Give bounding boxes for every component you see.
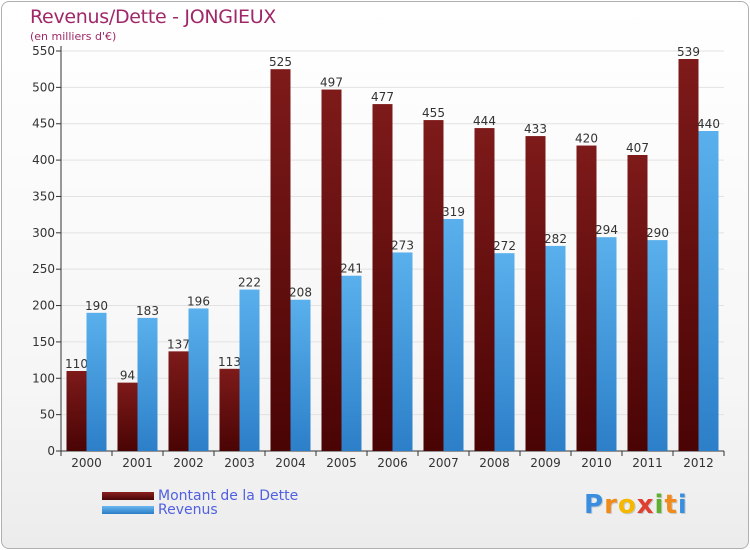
data-label: 539 [677,45,700,59]
bar-revenus [545,245,566,451]
x-tick-label: 2006 [377,456,408,470]
legend-item-revenus: Revenus [102,502,218,518]
data-label: 444 [473,114,496,128]
data-label: 407 [626,141,649,155]
x-tick-label: 2007 [428,456,459,470]
y-tick-label: 500 [32,80,55,94]
chart-title: Revenus/Dette - JONGIEUX [30,6,277,28]
data-label: 190 [85,299,108,313]
data-label: 290 [646,226,669,240]
legend-label-revenus: Revenus [158,502,218,518]
proxiti-logo: Proxiti [584,490,688,520]
y-tick-label: 300 [32,226,55,240]
bar-dette [270,69,291,451]
data-label: 420 [575,132,598,146]
bar-dette [321,89,342,451]
bar-dette [423,120,444,451]
data-label: 455 [422,106,445,120]
bar-revenus [188,308,209,451]
x-tick-label: 2005 [326,456,357,470]
y-tick-label: 150 [32,335,55,349]
logo-letter: r [604,490,618,520]
bar-revenus [647,240,668,451]
data-label: 273 [391,238,414,252]
data-label: 319 [442,205,465,219]
logo-letter: i [677,490,688,520]
legend-swatch-dette [102,492,154,500]
logo-letter: P [584,490,605,520]
x-tick-label: 2000 [71,456,102,470]
logo-letter: i [654,490,665,520]
x-tick-label: 2008 [479,456,510,470]
legend-swatch-revenus [102,506,154,514]
logo-letter: o [617,490,637,520]
x-tick-label: 2012 [683,456,714,470]
data-label: 196 [187,294,210,308]
data-label: 282 [544,232,567,246]
bar-revenus [86,312,107,451]
y-tick-label: 200 [32,299,55,313]
bar-revenus [494,253,515,451]
x-tick-label: 2009 [530,456,561,470]
y-tick-label: 250 [32,262,55,276]
y-tick-label: 100 [32,371,55,385]
data-label: 137 [167,337,190,351]
bar-revenus [137,317,158,451]
x-tick-label: 2001 [122,456,153,470]
data-label: 222 [238,276,261,290]
data-label: 183 [136,304,159,318]
data-label: 208 [289,286,312,300]
bar-dette [627,155,648,451]
bar-revenus [341,275,362,451]
data-label: 433 [524,122,547,136]
x-tick-label: 2011 [632,456,663,470]
data-label: 113 [218,355,241,369]
bar-dette [168,351,189,451]
y-tick-label: 50 [40,408,55,422]
bar-dette [525,136,546,451]
data-label: 294 [595,223,618,237]
data-label: 110 [65,357,88,371]
bar-revenus [392,252,413,451]
bar-dette [576,145,597,451]
chart-subtitle: (en milliers d'€) [30,30,117,43]
legend-label-dette: Montant de la Dette [158,488,299,504]
logo-letter: t [664,490,678,520]
x-tick-label: 2004 [275,456,306,470]
legend-item-dette: Montant de la Dette [102,488,298,504]
bar-dette [474,128,495,451]
bar-dette [117,382,138,451]
x-tick-label: 2010 [581,456,612,470]
bar-dette [219,368,240,451]
data-label: 497 [320,76,343,90]
data-label: 241 [340,262,363,276]
data-label: 477 [371,90,394,104]
y-tick-label: 350 [32,189,55,203]
x-tick-label: 2003 [224,456,255,470]
x-tick-label: 2002 [173,456,204,470]
bar-revenus [239,289,260,451]
y-tick-label: 400 [32,153,55,167]
y-tick-label: 450 [32,117,55,131]
bar-revenus [698,131,719,451]
bar-dette [66,371,87,451]
data-label: 94 [120,369,135,383]
bar-revenus [596,237,617,451]
bar-dette [678,59,699,451]
bar-revenus [443,219,464,451]
y-tick-label: 550 [32,44,55,58]
logo-letter: x [636,490,655,520]
bar-dette [372,104,393,451]
data-label: 272 [493,239,516,253]
data-label: 440 [697,117,720,131]
y-tick-label: 0 [47,444,55,458]
bar-revenus [290,299,311,451]
data-label: 525 [269,55,292,69]
